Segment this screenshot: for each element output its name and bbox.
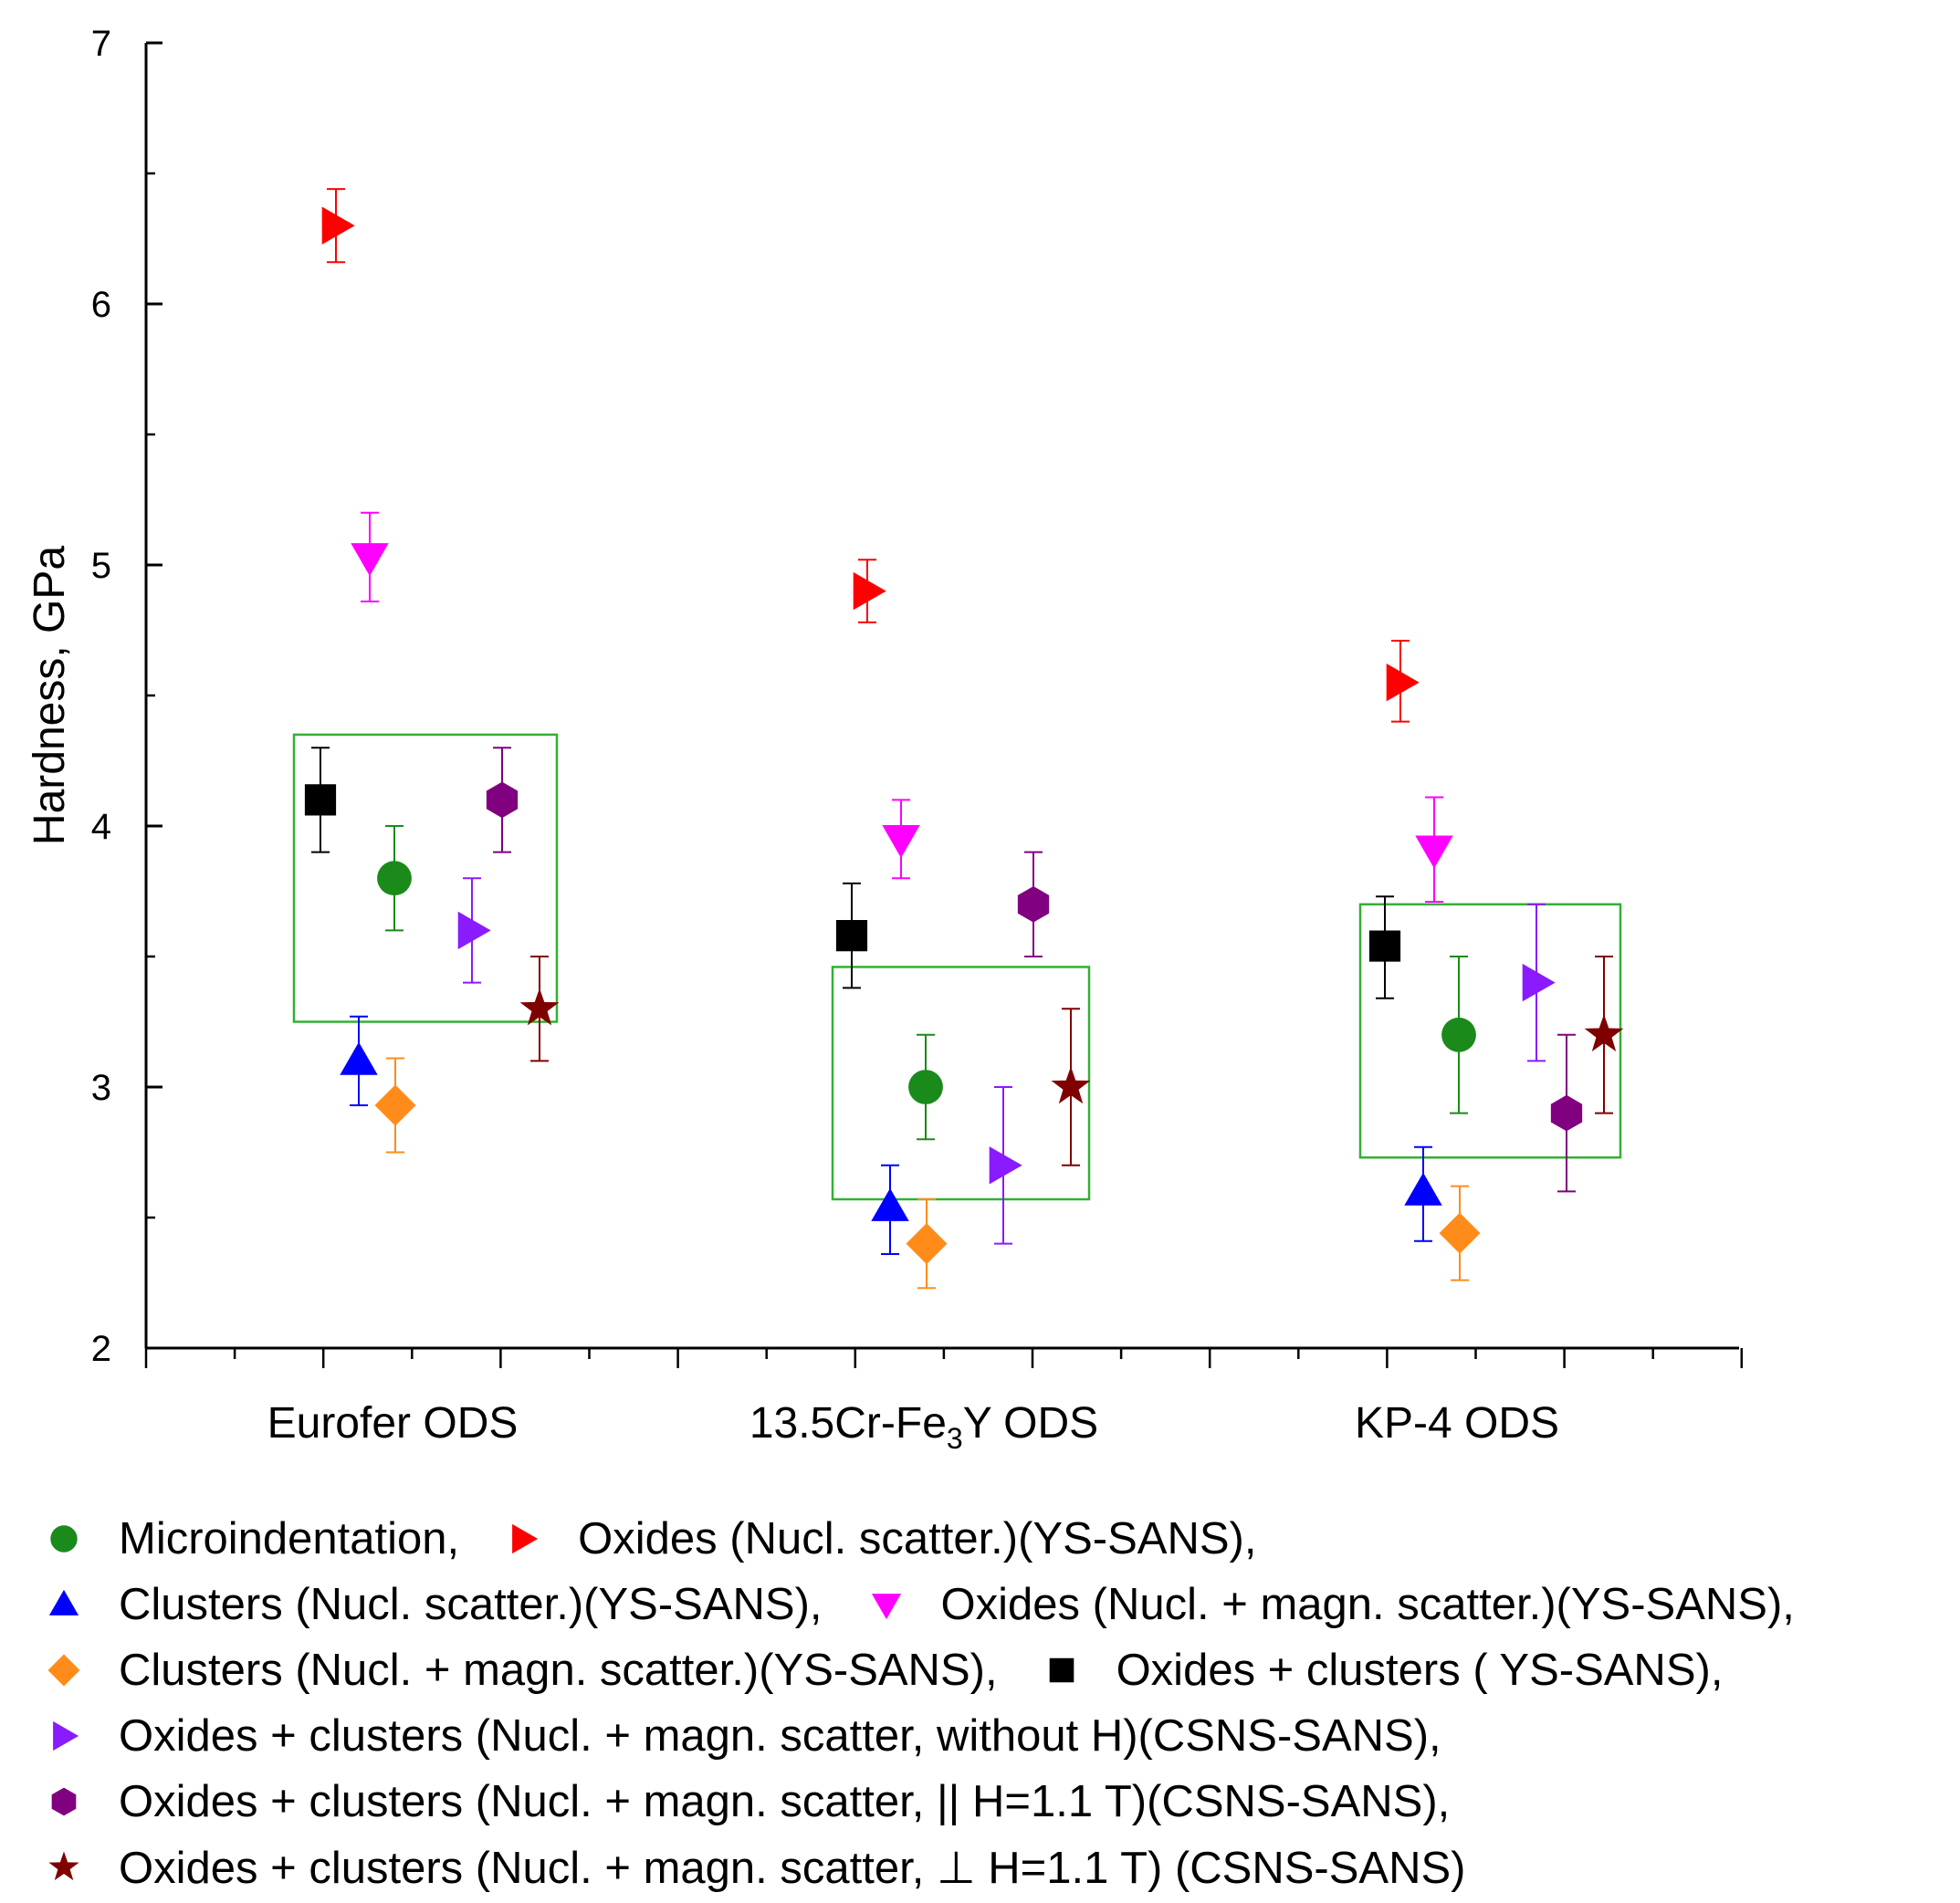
data-point: [1051, 1066, 1091, 1104]
legend-label: Clusters (Nucl. + magn. scatter.)(YS-SAN…: [119, 1646, 998, 1695]
data-point: [351, 543, 389, 577]
legend-row: Microindentation, Oxides (Nucl. scatter.)…: [37, 1506, 1954, 1572]
legend-label: Oxides + clusters (Nucl. + magn. scatter…: [119, 1777, 1451, 1826]
data-point: [1017, 886, 1050, 923]
y-tick-label: 2: [91, 1329, 111, 1369]
highlight-box: [292, 733, 559, 1023]
data-point: [1522, 963, 1556, 1002]
legend-row: Oxides + clusters (Nucl. + magn. scatter…: [37, 1835, 1954, 1900]
legend-marker: [47, 1654, 80, 1687]
data-markers: [304, 206, 1624, 1265]
legend-row: Oxides + clusters (Nucl. + magn. scatter…: [37, 1769, 1954, 1835]
legend-marker-shape: [51, 1787, 77, 1816]
legend-item: Microindentation,: [37, 1513, 459, 1564]
data-point: [1439, 1212, 1481, 1254]
legend-marker: [1049, 1657, 1074, 1683]
highlight-box: [831, 966, 1091, 1201]
data-point: [1404, 1172, 1442, 1206]
data-point: [906, 1223, 948, 1265]
legend-item: Oxides + clusters (Nucl. + magn. scatter…: [37, 1776, 1450, 1827]
legend-marker-shape: [48, 1851, 79, 1881]
legend-marker-shape: [53, 1720, 79, 1751]
data-point: [321, 206, 355, 245]
legend-marker-shape: [1049, 1657, 1074, 1683]
legend-row: Clusters (Nucl. scatter.)(YS-SANS), Oxide…: [37, 1572, 1954, 1637]
legend-item: Oxides + clusters (Nucl. + magn. scatter…: [37, 1842, 1465, 1894]
error-bars: [311, 188, 1613, 1290]
legend-item: Oxides (Nucl. + magn. scatter.)(YS-SANS)…: [859, 1579, 1795, 1630]
data-point: [374, 1084, 416, 1126]
legend-row: Clusters (Nucl. + magn. scatter.)(YS-SAN…: [37, 1637, 1954, 1703]
legend-marker: [48, 1589, 79, 1615]
y-axis-label: Hardness, GPa: [26, 546, 74, 845]
y-tick-label: 4: [91, 807, 111, 847]
legend-row: Oxides + clusters (Nucl. + magn. scatter…: [37, 1703, 1954, 1769]
legend-label: Oxides + clusters ( YS-SANS),: [1116, 1646, 1724, 1695]
legend-label: Oxides (Nucl. + magn. scatter.)(YS-SANS)…: [940, 1580, 1795, 1629]
y-tick-label: 3: [91, 1068, 111, 1108]
data-point: [377, 861, 412, 896]
legend-marker-shape: [47, 1654, 80, 1687]
data-point: [908, 1070, 943, 1104]
data-point: [853, 571, 886, 611]
axis-labels: Hardness, GPa Eurofer ODS 13.5Cr-Fe3Y ODS K…: [26, 546, 1559, 1455]
data-point: [871, 1187, 909, 1221]
y-tick-label: 7: [91, 24, 111, 64]
data-point: [486, 781, 519, 819]
legend-label: Oxides + clusters (Nucl. + magn. scatter…: [119, 1711, 1441, 1761]
data-point: [1441, 1017, 1476, 1052]
legend-label: Clusters (Nucl. scatter.)(YS-SANS),: [119, 1580, 823, 1629]
legend: Microindentation, Oxides (Nucl. scatter.)…: [37, 1506, 1954, 1900]
legend-label: Microindentation,: [119, 1514, 460, 1563]
legend-label: Oxides + clusters (Nucl. + magn. scatter…: [119, 1843, 1466, 1893]
x-category-label: 13.5Cr-Fe3Y ODS: [749, 1399, 1098, 1455]
data-point: [835, 920, 868, 952]
y-tick-label: 6: [91, 285, 111, 325]
chart: 2 3 4 5 6 7 Hardness, GPa Eurofer ODS 13.5Cr-Fe…: [26, 24, 1744, 1455]
legend-marker-shape: [48, 1589, 79, 1615]
data-point: [1386, 664, 1420, 702]
data-point: [340, 1041, 378, 1075]
x-category-label: Eurofer ODS: [267, 1399, 519, 1448]
data-point: [1584, 1014, 1624, 1052]
legend-marker: [48, 1851, 79, 1881]
highlight-box: [1358, 903, 1622, 1159]
legend-item: Clusters (Nucl. + magn. scatter.)(YS-SAN…: [37, 1645, 998, 1696]
legend-marker: [53, 1720, 79, 1751]
axes: 2 3 4 5 6 7: [91, 24, 1744, 1369]
legend-item: Clusters (Nucl. scatter.)(YS-SANS),: [37, 1579, 823, 1630]
highlight-boxes: [292, 733, 1622, 1201]
legend-marker-shape: [871, 1594, 901, 1620]
legend-marker: [51, 1787, 77, 1816]
legend-item: Oxides + clusters (Nucl. + magn. scatter…: [37, 1710, 1441, 1762]
data-point: [882, 825, 920, 858]
data-point: [457, 911, 491, 950]
legend-marker-shape: [512, 1523, 539, 1554]
y-tick-label: 5: [91, 546, 111, 586]
data-point: [519, 988, 560, 1026]
data-point: [1368, 930, 1401, 962]
legend-label: Oxides (Nucl. scatter.)(YS-SANS),: [578, 1514, 1257, 1563]
data-point: [989, 1146, 1022, 1185]
legend-item: Oxides + clusters ( YS-SANS),: [1034, 1645, 1724, 1696]
legend-marker: [50, 1525, 78, 1553]
data-point: [1550, 1094, 1583, 1132]
legend-marker: [871, 1594, 901, 1620]
x-category-label: KP-4 ODS: [1355, 1399, 1559, 1448]
legend-marker-shape: [50, 1525, 78, 1553]
legend-item: Oxides (Nucl. scatter.)(YS-SANS),: [496, 1513, 1256, 1564]
data-point: [1415, 835, 1453, 869]
legend-marker: [512, 1523, 539, 1554]
data-point: [304, 784, 337, 816]
